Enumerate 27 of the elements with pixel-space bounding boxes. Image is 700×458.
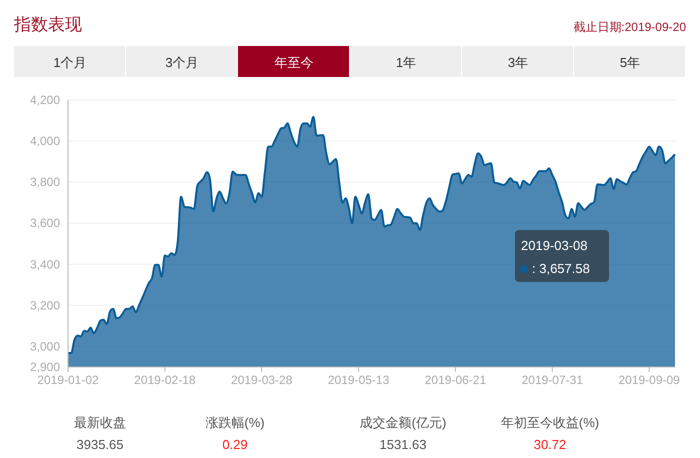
y-tick-label: 3,800 <box>30 175 60 190</box>
x-tick-label: 2019-07-31 <box>522 373 584 387</box>
x-tick-label: 2019-02-18 <box>134 373 196 387</box>
y-tick-label: 4,000 <box>30 134 60 148</box>
text: 成交金额(亿元) <box>360 415 446 430</box>
y-tick-label: 4,200 <box>30 93 60 107</box>
text: 30.72 <box>534 437 566 452</box>
y-tick-label: 3,600 <box>30 216 60 230</box>
x-tick-label: 2019-09-09 <box>618 373 680 387</box>
text: 年初至今收益(%) <box>500 415 600 430</box>
y-tick-label: 3,200 <box>30 298 60 312</box>
y-tick-label: 3,400 <box>30 257 60 272</box>
x-tick-label: 2019-01-02 <box>37 373 100 387</box>
chart-title: 指数表现 <box>13 15 82 34</box>
y-tick-label: 2,900 <box>30 360 60 374</box>
text: 0.29 <box>222 437 248 452</box>
x-tick-label: 2019-06-21 <box>424 373 486 387</box>
text: 最新收盘 <box>74 415 126 430</box>
annotation: 2019-03-08 : 3,657.58 <box>521 238 590 276</box>
x-tick-label: 2019-03-28 <box>231 373 293 387</box>
tooltip: 2019-03-08 : 3,657.58 <box>515 230 609 282</box>
text: 涨跌幅(%) <box>205 415 265 430</box>
x-tick-label: 2019-05-13 <box>328 373 390 387</box>
chart-subtitle: 截止日期:2019-09-20 <box>573 20 686 34</box>
y-tick-label: 3,000 <box>30 339 60 354</box>
text: 1531.63 <box>380 437 426 452</box>
text: 3935.65 <box>76 437 124 452</box>
